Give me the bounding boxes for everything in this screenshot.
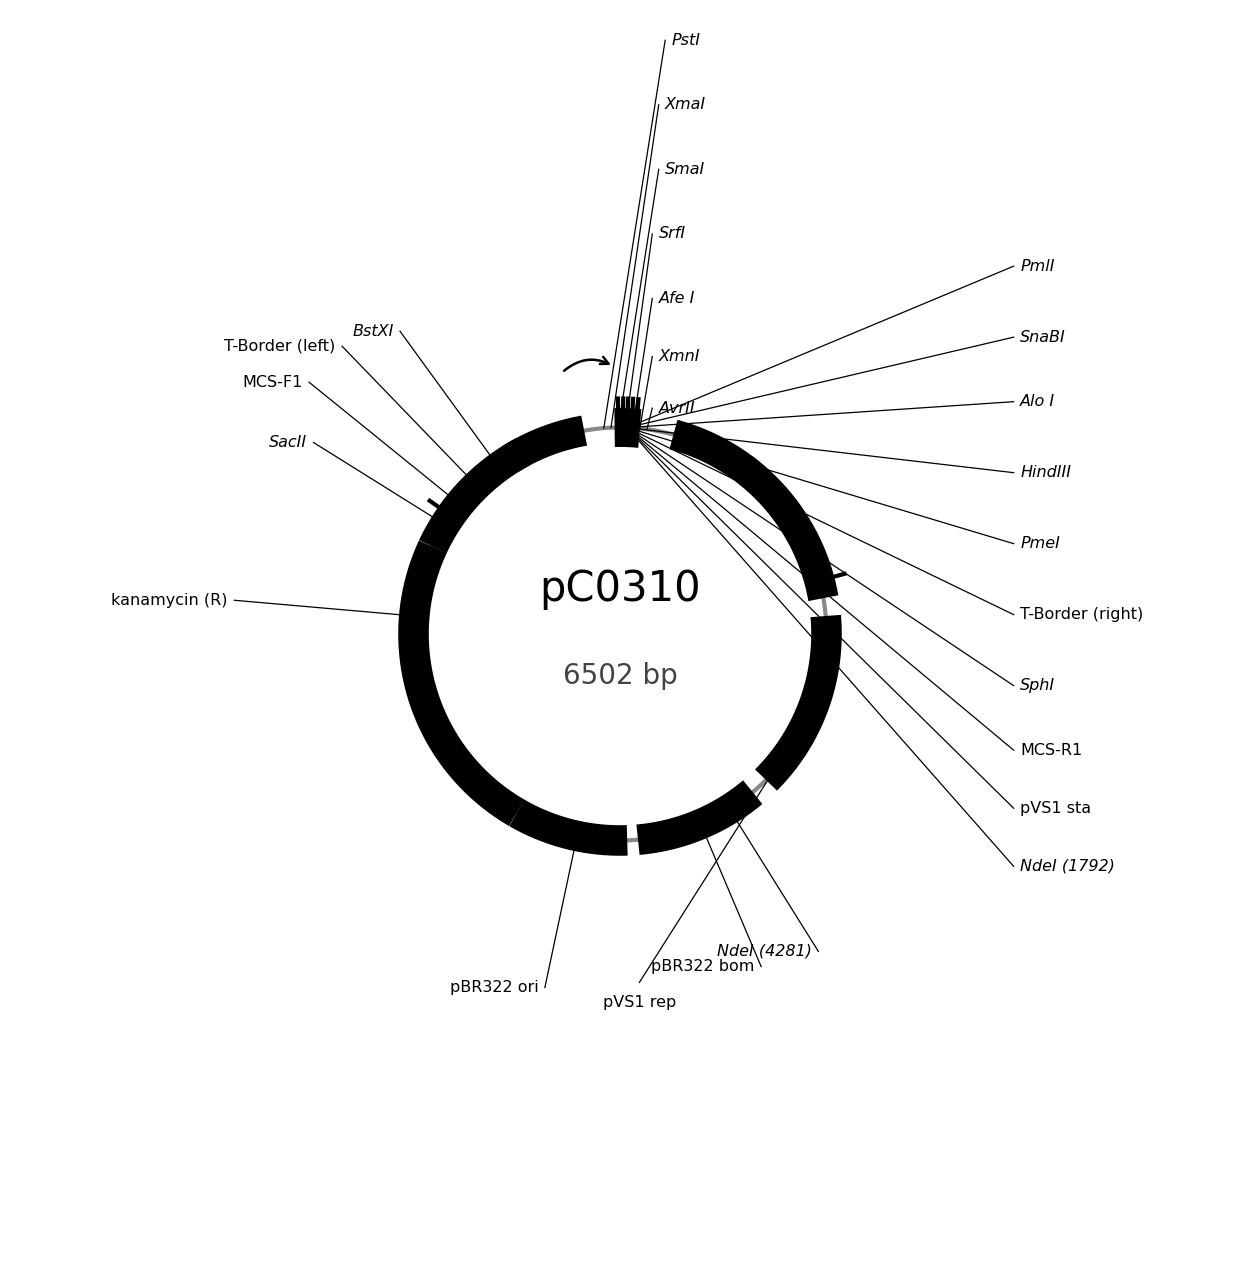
- Text: pBR322 bom: pBR322 bom: [651, 959, 755, 974]
- Text: NdeI (1792): NdeI (1792): [1021, 858, 1115, 874]
- Text: BstXI: BstXI: [352, 323, 393, 339]
- Text: pVS1 rep: pVS1 rep: [603, 995, 676, 1011]
- Polygon shape: [808, 682, 823, 701]
- Text: HindIII: HindIII: [1021, 465, 1071, 481]
- Text: SnaBI: SnaBI: [1021, 330, 1066, 345]
- Text: PmlI: PmlI: [1021, 259, 1054, 274]
- Text: SphI: SphI: [1021, 678, 1055, 694]
- Text: T-Border (right): T-Border (right): [1021, 607, 1143, 623]
- Text: NdeI (4281): NdeI (4281): [717, 943, 812, 959]
- Text: kanamycin (R): kanamycin (R): [112, 592, 228, 607]
- Polygon shape: [699, 817, 719, 831]
- Text: Afe I: Afe I: [658, 290, 696, 306]
- Text: AvrII: AvrII: [658, 401, 696, 416]
- Polygon shape: [481, 465, 500, 483]
- Text: MCS-F1: MCS-F1: [242, 375, 303, 389]
- Text: PstI: PstI: [672, 33, 701, 48]
- Text: PmeI: PmeI: [1021, 536, 1060, 552]
- Polygon shape: [763, 484, 780, 502]
- Text: pBR322 ori: pBR322 ori: [450, 980, 538, 995]
- Text: SmaI: SmaI: [665, 162, 706, 176]
- Text: MCS-R1: MCS-R1: [1021, 743, 1083, 758]
- Text: 6502 bp: 6502 bp: [563, 662, 677, 690]
- Text: pVS1 sta: pVS1 sta: [1021, 800, 1091, 815]
- Polygon shape: [415, 694, 430, 713]
- Polygon shape: [567, 827, 585, 841]
- Text: XmnI: XmnI: [658, 349, 701, 364]
- Text: Alo I: Alo I: [1021, 394, 1055, 410]
- Text: T-Border (left): T-Border (left): [224, 339, 336, 354]
- Text: SrfI: SrfI: [658, 227, 686, 241]
- Text: XmaI: XmaI: [665, 98, 707, 113]
- Text: pC0310: pC0310: [539, 568, 701, 610]
- Text: SacII: SacII: [269, 435, 308, 450]
